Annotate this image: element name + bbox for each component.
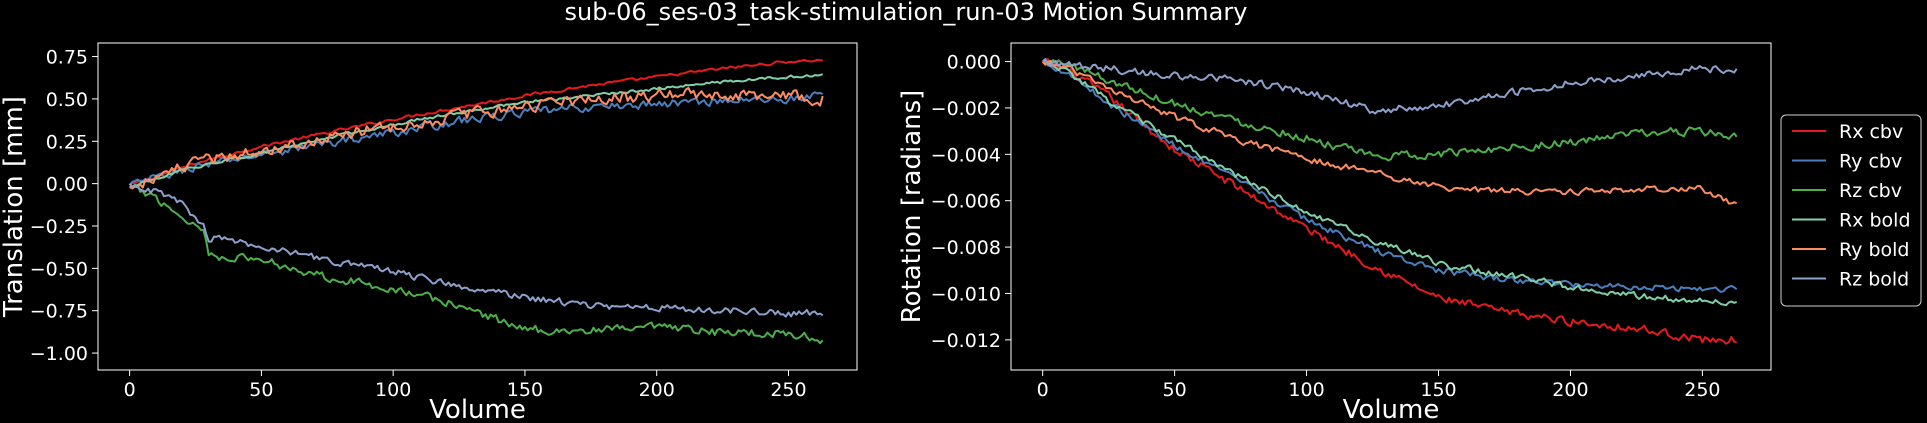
x-tick-label: 100 <box>1288 379 1324 401</box>
legend-label: Rz bold <box>1839 269 1909 291</box>
y-tick-label: 0.00 <box>46 174 88 196</box>
y-tick-label: −0.008 <box>931 237 1001 259</box>
y-tick-label: −0.006 <box>931 191 1001 213</box>
series-line-ry-cbv <box>1042 60 1738 293</box>
translation-panel: 0 50 100 150 200 250 0.75 0.50 0.25 0.00 −0.25 −0.5… <box>0 42 858 423</box>
y-axis-label: Rotation [radians] <box>897 90 927 324</box>
x-tick-label: 0 <box>124 379 136 401</box>
legend-label: Rx bold <box>1839 210 1911 232</box>
legend-label: Rx cbv <box>1839 121 1903 143</box>
x-tick-label: 150 <box>507 379 543 401</box>
x-tick-label: 0 <box>1037 379 1049 401</box>
x-tick-label: 50 <box>249 379 273 401</box>
y-tick-label: 0.75 <box>46 47 88 69</box>
legend-item: Ry bold <box>1792 239 1909 261</box>
rotation-panel: 0 50 100 150 200 250 0.000 −0.002 −0.004 −0.006 −0… <box>897 42 1772 423</box>
x-axis-label: Volume <box>1343 395 1440 423</box>
y-tick-label: −0.004 <box>931 144 1001 166</box>
y-tick-label: 0.000 <box>947 52 1001 74</box>
series-line-ry-bold <box>1041 60 1737 205</box>
x-tick-label: 250 <box>1684 379 1720 401</box>
legend-item: Rz bold <box>1792 269 1909 291</box>
legend-label: Rz cbv <box>1839 180 1902 202</box>
x-tick-label: 200 <box>1552 379 1588 401</box>
series-line-rz-bold <box>1042 58 1738 115</box>
legend-label: Ry bold <box>1839 239 1909 261</box>
x-tick-label: 100 <box>375 379 411 401</box>
legend-item: Rx cbv <box>1792 121 1903 143</box>
legend: Rx cbv Ry cbv Rz cbv Rx bold Ry bold Rz bold <box>1780 114 1922 307</box>
y-tick-label: −0.50 <box>30 258 88 280</box>
series-line-rz-cbv <box>1042 59 1738 162</box>
y-tick-label: −1.00 <box>30 343 88 365</box>
x-tick-label: 200 <box>639 379 675 401</box>
series-line-rx-bold <box>129 73 824 188</box>
axes-frame <box>97 42 858 371</box>
series-line-ry-bold <box>129 86 824 190</box>
legend-item: Ry cbv <box>1792 151 1902 173</box>
y-tick-label: −0.010 <box>931 283 1001 305</box>
legend-item: Rx bold <box>1792 210 1911 232</box>
legend-label: Ry cbv <box>1839 151 1902 173</box>
series-line-ry-cbv <box>128 91 824 186</box>
series-line-rz-cbv <box>129 183 824 345</box>
series-line-rz-bold <box>128 182 824 318</box>
y-axis-label: Translation [mm] <box>0 96 29 318</box>
x-tick-label: 150 <box>1420 379 1456 401</box>
y-tick-label: 0.25 <box>46 131 88 153</box>
y-tick-label: −0.75 <box>30 301 88 323</box>
x-axis-label: Volume <box>429 395 526 423</box>
legend-frame <box>1780 114 1922 307</box>
series-line-rx-bold <box>1042 60 1737 307</box>
x-tick-label: 250 <box>770 379 806 401</box>
y-tick-label: −0.012 <box>931 330 1001 352</box>
y-tick-label: −0.002 <box>931 98 1001 120</box>
x-tick-label: 50 <box>1163 379 1187 401</box>
legend-item: Rz cbv <box>1792 180 1902 202</box>
y-tick-label: 0.50 <box>46 89 88 111</box>
y-tick-label: −0.25 <box>30 216 88 238</box>
series-group <box>128 58 824 345</box>
figure-title: sub-06_ses-03_task-stimulation_run-03 Mo… <box>565 0 1248 26</box>
axes-frame <box>1010 42 1772 371</box>
series-group <box>1041 58 1738 345</box>
